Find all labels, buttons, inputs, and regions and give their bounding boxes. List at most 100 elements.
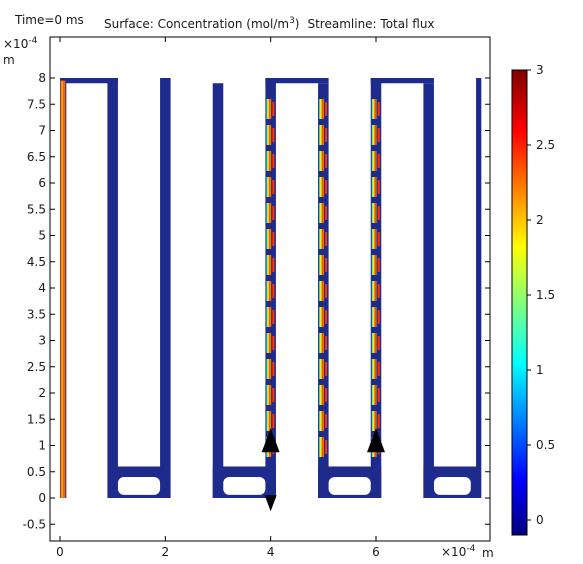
channel-top-connection — [265, 78, 329, 84]
colorbar-tick-label: 0.5 — [536, 438, 555, 452]
channel-gap — [117, 477, 161, 495]
concentration-stripe — [325, 180, 328, 194]
y-tick-label: 0.5 — [27, 465, 46, 479]
x-tick-label: 2 — [162, 545, 170, 559]
concentration-stripe — [325, 414, 328, 428]
concentration-stripe — [377, 180, 380, 194]
concentration-stripe — [371, 151, 377, 171]
concentration-stripe — [377, 154, 380, 168]
colorbar-ticks: 0 0.5 1 1.5 2 2.5 3 — [527, 63, 555, 527]
concentration-stripe — [325, 284, 328, 298]
y-tick-label: 7 — [38, 124, 46, 138]
channel-vertical — [107, 78, 118, 467]
concentration-stripe — [319, 255, 324, 275]
concentration-stripe — [371, 203, 377, 223]
concentration-stripe — [319, 203, 324, 223]
y-tick-label: 3.5 — [27, 307, 46, 321]
x-axis-ticks: 0 2 4 6 — [56, 37, 380, 559]
concentration-stripe — [266, 255, 272, 275]
colorbar — [511, 69, 528, 536]
channel-vertical — [423, 83, 434, 498]
concentration-stripe — [319, 437, 324, 457]
y-tick-label: 3 — [38, 334, 46, 348]
concentration-stripe — [325, 258, 328, 272]
channel-top-connection — [370, 78, 434, 84]
concentration-stripe — [272, 258, 275, 272]
concentration-stripe — [325, 388, 328, 402]
channel-top-connection — [60, 78, 118, 84]
y-axis-unit: m — [3, 53, 15, 67]
concentration-stripe — [377, 336, 380, 350]
concentration-stripe — [377, 284, 380, 298]
concentration-stripe — [319, 385, 324, 405]
concentration-stripe — [371, 385, 377, 405]
concentration-stripe — [272, 154, 275, 168]
concentration-stripe — [266, 359, 272, 379]
x-tick-label: 6 — [372, 545, 380, 559]
concentration-stripe — [371, 359, 377, 379]
concentration-stripe — [266, 333, 272, 353]
y-tick-label: 5 — [38, 229, 46, 243]
concentration-stripe — [266, 281, 272, 301]
y-axis-ticks: -0.5 0 0.5 1 1.5 2 2.5 3 3.5 4 4.5 5 5.5 6 6.5 7 7.5 8 — [23, 71, 490, 531]
concentration-stripe — [319, 333, 324, 353]
concentration-stripe — [319, 411, 324, 431]
channel-gap — [328, 477, 371, 495]
concentration-stripe — [266, 385, 272, 405]
concentration-stripe — [377, 362, 380, 376]
y-tick-label: 2 — [38, 386, 46, 400]
colorbar-tick-label: 0 — [536, 513, 544, 527]
time-label: Time=0 ms — [14, 13, 84, 27]
x-tick-label: 0 — [56, 545, 64, 559]
y-tick-label: 1.5 — [27, 412, 46, 426]
colorbar-tick-label: 1.5 — [536, 288, 555, 302]
concentration-stripe — [266, 99, 272, 119]
concentration-stripe — [266, 229, 272, 249]
concentration-stripe — [377, 206, 380, 220]
concentration-stripe — [377, 128, 380, 142]
concentration-stripe — [325, 336, 328, 350]
channel-vertical — [212, 83, 224, 498]
concentration-stripe — [371, 333, 377, 353]
title-surface-suffix: ) — [295, 17, 300, 31]
concentration-stripe — [371, 229, 377, 249]
concentration-stripe — [272, 102, 275, 116]
concentration-stripe — [371, 99, 377, 119]
y-tick-label: 4.5 — [27, 255, 46, 269]
concentration-stripe — [272, 128, 275, 142]
y-tick-label: 6.5 — [27, 150, 46, 164]
concentration-stripe — [266, 151, 272, 171]
concentration-stripe — [266, 307, 272, 327]
y-axis-multiplier: ×10-4 — [3, 36, 38, 51]
y-tick-label: 0 — [38, 491, 46, 505]
colorbar-tick-label: 2 — [536, 213, 544, 227]
concentration-stripe — [319, 125, 324, 145]
concentration-stripe — [325, 154, 328, 168]
concentration-stripe — [377, 388, 380, 402]
x-axis-unit: m — [482, 546, 494, 560]
y-tick-label: 6 — [38, 176, 46, 190]
concentration-stripe — [266, 203, 272, 223]
concentration-stripe — [325, 362, 328, 376]
concentration-stripe — [319, 359, 324, 379]
concentration-stripe — [272, 388, 275, 402]
channel-vertical — [476, 78, 482, 467]
flux-arrow-up — [261, 428, 280, 453]
y-tick-label: 5.5 — [27, 202, 46, 216]
concentration-stripe — [325, 232, 328, 246]
y-tick-label: 1 — [38, 439, 46, 453]
concentration-stripe — [272, 362, 275, 376]
concentration-stripe — [325, 102, 328, 116]
concentration-stripe — [319, 307, 324, 327]
title-streamline: Streamline: Total flux — [307, 17, 434, 31]
concentration-stripe — [319, 177, 324, 197]
y-tick-label: 8 — [38, 71, 46, 85]
concentration-field — [60, 80, 380, 498]
concentration-stripe — [325, 128, 328, 142]
channel-vertical — [160, 78, 171, 467]
concentration-stripe — [266, 177, 272, 197]
concentration-stripe — [266, 125, 272, 145]
concentration-stripe — [377, 414, 380, 428]
y-tick-label: 2.5 — [27, 360, 46, 374]
